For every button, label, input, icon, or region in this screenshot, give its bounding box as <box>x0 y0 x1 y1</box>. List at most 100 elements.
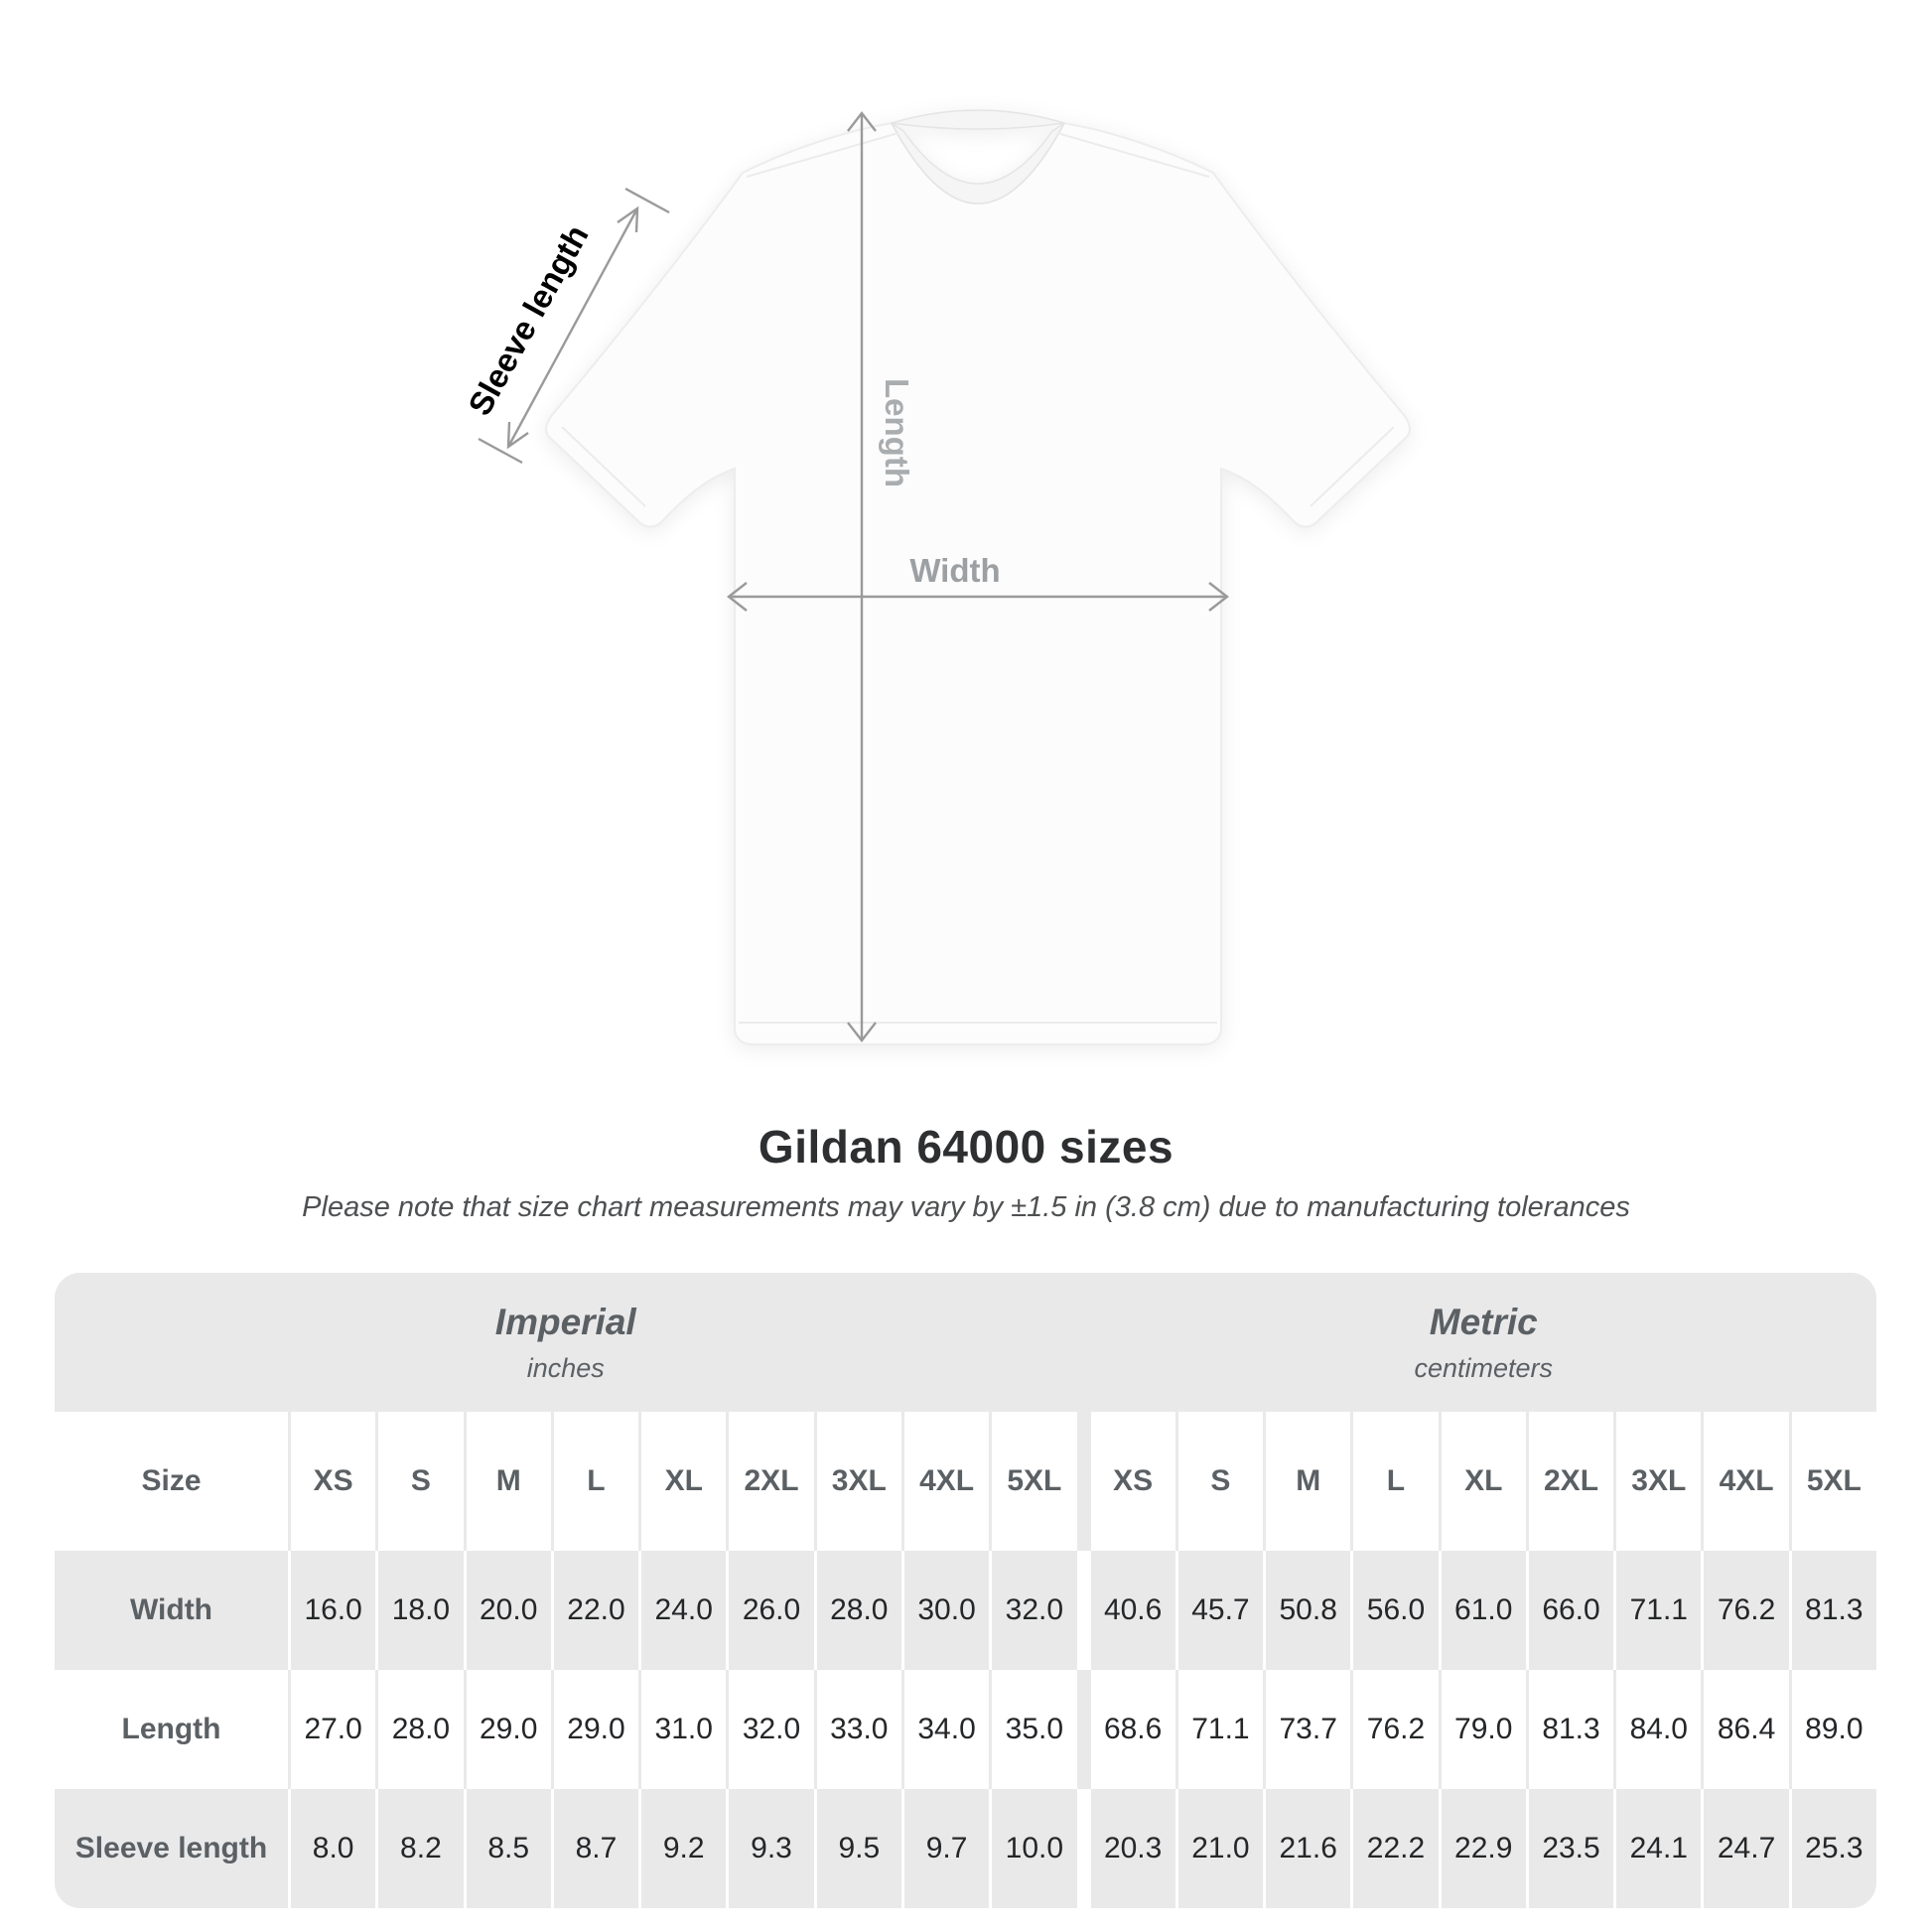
width-value-cell: 18.0 <box>378 1551 464 1670</box>
size-table: Imperial inches Metric centimeters Size … <box>55 1273 1876 1908</box>
size-header-cell: 4XL <box>1704 1412 1789 1551</box>
width-value-cell: 32.0 <box>992 1551 1077 1670</box>
length-value-cell: 27.0 <box>291 1670 376 1789</box>
length-arrow <box>847 111 877 1042</box>
size-header-cell: L <box>1353 1412 1439 1551</box>
length-value-cell: 71.1 <box>1177 1670 1264 1789</box>
length-value-cell: 35.0 <box>992 1670 1077 1789</box>
width-value-cell: 71.1 <box>1616 1551 1702 1670</box>
sleeve-value-cell: 9.5 <box>816 1789 901 1908</box>
length-label: Length <box>879 378 915 487</box>
size-header-cell: XS <box>291 1412 376 1551</box>
size-header-cell: XS <box>1090 1412 1175 1551</box>
sleeve-value-cell: 22.9 <box>1441 1789 1526 1908</box>
sleeve-value-cell: 9.7 <box>903 1789 990 1908</box>
sleeve-length-arrow <box>478 187 670 465</box>
length-value-cell: 32.0 <box>729 1670 814 1789</box>
length-value-cell: 86.4 <box>1704 1670 1789 1789</box>
width-value-cell: 56.0 <box>1353 1551 1439 1670</box>
section-divider <box>1080 1789 1088 1908</box>
size-header-cell: S <box>378 1412 464 1551</box>
sleeve-value-cell: 22.2 <box>1353 1789 1439 1908</box>
sleeve-value-cell: 9.2 <box>641 1789 727 1908</box>
size-header-cell: 5XL <box>1791 1412 1876 1551</box>
sleeve-value-cell: 8.7 <box>553 1789 639 1908</box>
tshirt-illustration <box>545 109 1411 1045</box>
page-title: Gildan 64000 sizes <box>758 1121 1174 1173</box>
size-header-cell: S <box>1177 1412 1264 1551</box>
width-value-cell: 22.0 <box>553 1551 639 1670</box>
size-header-cell: 5XL <box>992 1412 1077 1551</box>
sleeve-value-cell: 21.6 <box>1266 1789 1351 1908</box>
size-row-header: Size <box>55 1412 288 1551</box>
sleeve-value-cell: 9.3 <box>729 1789 814 1908</box>
sleeve-value-cell: 23.5 <box>1528 1789 1614 1908</box>
size-header-cell: M <box>1266 1412 1351 1551</box>
seam-lines <box>561 132 1395 1024</box>
width-value-cell: 26.0 <box>729 1551 814 1670</box>
tolerance-note: Please note that size chart measurements… <box>302 1191 1630 1223</box>
metric-unit: centimeters <box>1414 1352 1554 1383</box>
width-row: Width 16.0 18.0 20.0 22.0 24.0 26.0 28.0 30.0 32… <box>55 1551 1876 1670</box>
width-value-cell: 28.0 <box>816 1551 901 1670</box>
size-header-cell: XL <box>641 1412 727 1551</box>
width-value-cell: 50.8 <box>1266 1551 1351 1670</box>
width-value-cell: 76.2 <box>1704 1551 1789 1670</box>
size-header-cell: 2XL <box>1528 1412 1614 1551</box>
length-value-cell: 84.0 <box>1616 1670 1702 1789</box>
width-value-cell: 20.0 <box>466 1551 551 1670</box>
unit-header-row: Imperial inches Metric centimeters <box>55 1273 1876 1412</box>
size-header-cell: XL <box>1441 1412 1526 1551</box>
width-value-cell: 66.0 <box>1528 1551 1614 1670</box>
imperial-header: Imperial inches <box>55 1273 1077 1412</box>
length-value-cell: 33.0 <box>816 1670 901 1789</box>
width-value-cell: 24.0 <box>641 1551 727 1670</box>
section-divider <box>1080 1551 1088 1670</box>
width-value-cell: 16.0 <box>291 1551 376 1670</box>
length-value-cell: 89.0 <box>1791 1670 1876 1789</box>
size-header-cell: L <box>553 1412 639 1551</box>
length-row-label: Length <box>55 1670 288 1789</box>
sleeve-value-cell: 25.3 <box>1791 1789 1876 1908</box>
section-divider <box>1080 1412 1088 1551</box>
sleeve-value-cell: 21.0 <box>1177 1789 1264 1908</box>
section-divider <box>1080 1670 1088 1789</box>
width-label: Width <box>909 552 1000 589</box>
size-header-cell: 2XL <box>729 1412 814 1551</box>
tshirt-body <box>545 121 1411 1045</box>
length-value-cell: 81.3 <box>1528 1670 1614 1789</box>
length-value-cell: 34.0 <box>903 1670 990 1789</box>
sleeve-row-label: Sleeve length <box>55 1789 288 1908</box>
sleeve-value-cell: 24.7 <box>1704 1789 1789 1908</box>
size-header-cell: 3XL <box>1616 1412 1702 1551</box>
sleeve-value-cell: 8.5 <box>466 1789 551 1908</box>
size-header-cell: 4XL <box>903 1412 990 1551</box>
width-value-cell: 30.0 <box>903 1551 990 1670</box>
metric-title: Metric <box>1429 1301 1538 1342</box>
imperial-title: Imperial <box>494 1301 636 1342</box>
title-block: Gildan 64000 sizes Please note that size… <box>0 1120 1932 1224</box>
sleeve-length-row: Sleeve length 8.0 8.2 8.5 8.7 9.2 9.3 9.5 9.7 10… <box>55 1789 1876 1908</box>
width-row-label: Width <box>55 1551 288 1670</box>
sleeve-value-cell: 8.0 <box>291 1789 376 1908</box>
tshirt-measurement-diagram: Length Width Sleeve length <box>461 109 1411 1045</box>
sleeve-value-cell: 10.0 <box>992 1789 1077 1908</box>
sleeve-value-cell: 24.1 <box>1616 1789 1702 1908</box>
size-header-cell: M <box>466 1412 551 1551</box>
length-row: Length 27.0 28.0 29.0 29.0 31.0 32.0 33.0 34.0 3… <box>55 1670 1876 1789</box>
width-arrow <box>727 582 1229 612</box>
length-value-cell: 79.0 <box>1441 1670 1526 1789</box>
collar-back <box>891 109 1065 130</box>
length-value-cell: 73.7 <box>1266 1670 1351 1789</box>
width-value-cell: 40.6 <box>1090 1551 1175 1670</box>
metric-header: Metric centimeters <box>1090 1273 1876 1412</box>
size-header-cell: 3XL <box>816 1412 901 1551</box>
imperial-unit: inches <box>526 1352 605 1383</box>
width-value-cell: 81.3 <box>1791 1551 1876 1670</box>
length-value-cell: 29.0 <box>466 1670 551 1789</box>
length-value-cell: 76.2 <box>1353 1670 1439 1789</box>
length-value-cell: 28.0 <box>378 1670 464 1789</box>
length-value-cell: 68.6 <box>1090 1670 1175 1789</box>
sleeve-value-cell: 8.2 <box>378 1789 464 1908</box>
sleeve-value-cell: 20.3 <box>1090 1789 1175 1908</box>
